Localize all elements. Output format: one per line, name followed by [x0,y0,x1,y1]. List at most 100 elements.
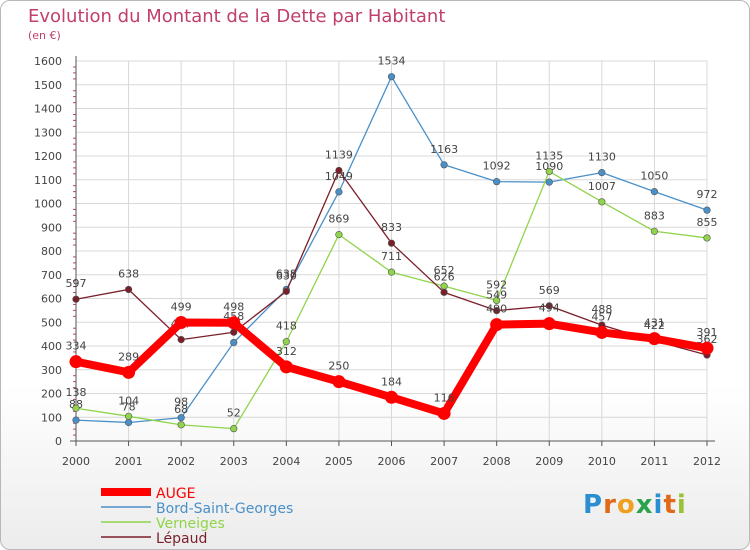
x-tick-label: 2010 [588,455,616,468]
legend-label: Lépaud [156,531,207,547]
data-point [545,167,553,176]
data-label: 104 [118,394,139,407]
y-tick-label: 0 [55,435,62,448]
data-point [335,231,343,239]
data-point [332,375,346,389]
x-tick-label: 2011 [640,455,668,468]
logo-letter: r [603,490,617,520]
data-label: 250 [328,360,349,373]
data-point [650,188,659,196]
data-point [542,317,556,331]
data-point [177,414,185,422]
y-tick-label: 600 [41,293,62,306]
data-label: 422 [644,319,665,332]
y-tick-label: 200 [41,388,62,401]
x-tick-label: 2001 [115,455,143,468]
data-label: 431 [644,317,665,330]
data-label: 490 [486,303,507,316]
legend-label: Verneiges [156,516,225,532]
data-point [493,307,501,315]
data-point [177,335,185,344]
data-label: 1135 [535,149,563,162]
data-label: 488 [591,303,612,316]
x-tick-label: 2000 [62,455,90,468]
x-tick-label: 2003 [220,455,248,468]
x-tick-label: 2004 [272,455,300,468]
data-label: 334 [66,340,87,353]
data-point [227,316,241,330]
data-label: 833 [381,221,402,234]
data-label: 499 [171,300,192,313]
data-point [595,325,609,339]
data-label: 1090 [535,160,563,173]
data-label: 630 [276,269,297,282]
data-point [335,188,343,196]
y-tick-label: 1100 [34,174,62,187]
x-tick-label: 2002 [167,455,195,468]
data-label: 1139 [325,148,353,161]
data-point [174,315,188,329]
data-label: 869 [328,213,349,226]
data-label: 494 [539,302,560,315]
data-point [387,268,396,276]
data-point [387,239,396,247]
data-point [122,365,136,379]
proxiti-logo: Proxiti [583,490,687,520]
chart-title: Evolution du Montant de la Dette par Hab… [28,6,446,27]
data-point [335,166,343,175]
x-tick-label: 2007 [430,455,458,468]
data-label: 1007 [588,180,616,193]
data-point [124,412,133,420]
data-label: 98 [174,396,188,409]
data-point [440,288,448,296]
x-tick-label: 2012 [693,455,721,468]
data-point [647,332,661,346]
data-point [598,198,606,206]
x-tick-label: 2006 [378,455,406,468]
x-tick-label: 2005 [325,455,353,468]
legend-label: Bord-Saint-Georges [156,501,293,517]
data-label: 597 [66,277,87,290]
data-point [545,302,553,310]
data-point [598,169,606,177]
data-point [493,178,501,186]
y-tick-label: 1200 [34,150,62,163]
data-point [282,338,290,346]
y-tick-label: 900 [41,221,62,234]
data-label: 391 [697,326,718,339]
data-label: 312 [276,345,297,358]
data-point [703,206,711,214]
data-point [493,296,501,305]
y-tick-label: 1500 [34,79,62,92]
data-label: 184 [381,375,402,388]
data-point [282,287,290,295]
data-label: 569 [539,284,560,297]
data-label: 457 [591,310,612,323]
data-label: 362 [697,333,718,346]
logo-letter: i [676,490,687,520]
data-point [72,295,80,303]
data-label: 855 [697,216,718,229]
data-point [230,425,238,433]
data-point [385,390,398,404]
data-label: 78 [122,400,136,413]
data-point [700,341,714,355]
data-label: 1130 [588,151,616,164]
data-label: 138 [66,386,87,399]
data-label: 711 [381,250,402,263]
y-tick-label: 1400 [34,103,62,116]
data-label: 592 [486,278,507,291]
data-label: 418 [276,320,297,333]
x-tick-label: 2009 [535,455,563,468]
x-tick-label: 2008 [483,455,511,468]
data-point [650,227,659,235]
data-label: 883 [644,209,665,222]
y-tick-label: 700 [41,269,62,282]
data-point [279,360,293,374]
y-tick-label: 1000 [34,198,62,211]
legend-label: AUGE [156,486,196,502]
data-point [437,406,451,420]
y-tick-label: 1600 [34,55,62,68]
